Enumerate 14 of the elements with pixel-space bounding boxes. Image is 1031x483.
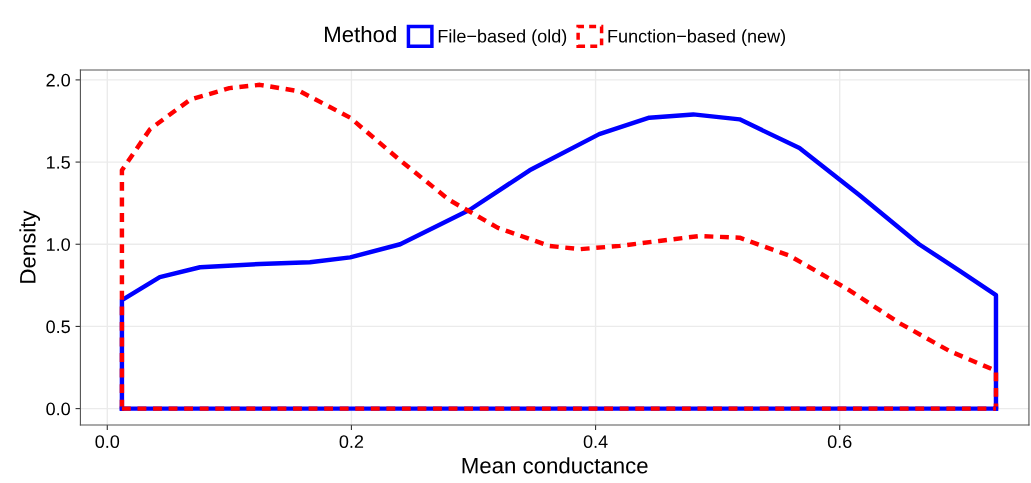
y-tick-label: 0.0 bbox=[46, 402, 70, 416]
legend-label: File−based (old) bbox=[438, 29, 567, 47]
x-tick-label: 0.2 bbox=[339, 435, 364, 449]
x-axis-title: Mean conductance bbox=[462, 457, 648, 474]
x-tick-label: 0.6 bbox=[827, 435, 852, 449]
x-tick-label: 0.4 bbox=[583, 435, 608, 449]
y-tick-label: 1.0 bbox=[46, 238, 70, 251]
y-tick-label: 0.5 bbox=[46, 320, 70, 334]
y-tick-label: 1.5 bbox=[46, 156, 70, 169]
legend-title: Method bbox=[325, 25, 396, 43]
legend-label: Function−based (new) bbox=[608, 29, 786, 47]
y-axis-title: Density bbox=[19, 210, 41, 283]
y-tick-label: 2.0 bbox=[46, 73, 70, 87]
x-tick-label: 0.0 bbox=[95, 435, 120, 449]
